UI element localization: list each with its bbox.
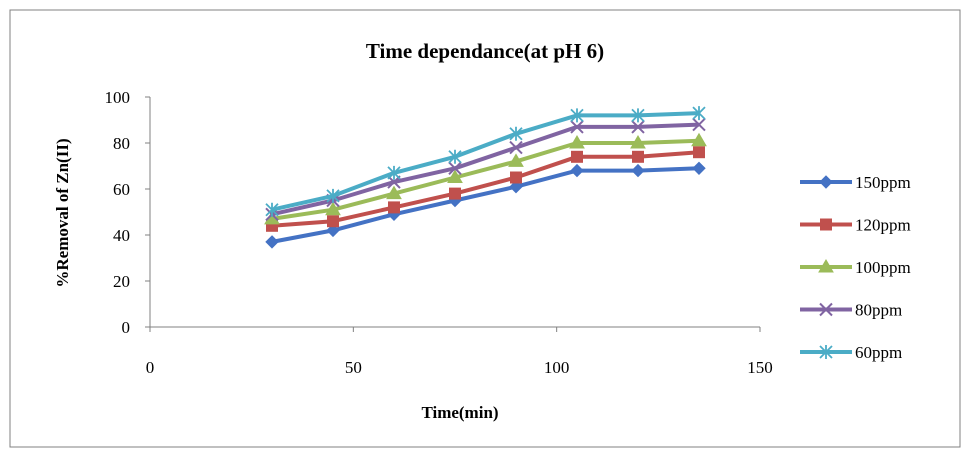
data-point — [327, 215, 339, 228]
x-tick-label: 150 — [747, 358, 773, 377]
series-60ppm — [265, 106, 706, 217]
y-tick-label: 60 — [113, 180, 130, 199]
series-layer — [264, 106, 707, 249]
legend: 150ppm 120ppm 100ppm 80ppm 60ppm — [800, 173, 911, 362]
y-tick-label: 100 — [105, 88, 131, 107]
axes: 0 20 40 60 80 100 0 50 100 150 — [105, 88, 773, 377]
data-point — [570, 108, 584, 123]
data-point — [510, 171, 522, 184]
legend-label: 100ppm — [855, 258, 911, 277]
x-tick-label: 100 — [544, 358, 570, 377]
data-point — [326, 188, 340, 203]
data-point — [387, 165, 401, 180]
legend-marker — [818, 259, 834, 273]
data-point — [265, 235, 279, 249]
legend-item: 60ppm — [800, 343, 902, 362]
data-point — [691, 132, 707, 147]
series-100ppm — [264, 132, 707, 225]
data-point — [508, 153, 524, 167]
legend-marker — [820, 218, 832, 231]
legend-marker — [819, 175, 833, 189]
y-axis-title: %Removal of Zn(II) — [53, 138, 72, 287]
data-point — [570, 163, 584, 178]
data-point — [569, 135, 585, 149]
series-120ppm — [266, 146, 705, 232]
series-line — [271, 166, 700, 244]
chart-title: Time dependance(at pH 6) — [366, 39, 604, 63]
data-point — [631, 120, 645, 134]
data-point — [632, 150, 644, 163]
data-point — [388, 201, 400, 214]
x-tick-label: 0 — [146, 358, 155, 377]
y-tick-label: 0 — [122, 318, 131, 337]
series-150ppm — [265, 161, 706, 249]
series-line — [271, 138, 700, 221]
legend-label: 120ppm — [855, 216, 911, 235]
data-point — [448, 161, 462, 176]
legend-label: 150ppm — [855, 173, 911, 192]
data-point — [509, 179, 523, 194]
series-line — [271, 122, 700, 217]
data-point — [509, 126, 523, 141]
data-point — [325, 201, 341, 216]
data-point — [692, 161, 706, 176]
legend-item: 120ppm — [800, 216, 911, 235]
y-tick-label: 20 — [113, 272, 130, 291]
data-point — [571, 150, 583, 163]
chart-border — [9, 9, 961, 448]
x-axis-title: Time(min) — [421, 403, 498, 422]
data-point — [631, 108, 645, 123]
data-point — [630, 135, 646, 149]
data-point — [386, 185, 402, 200]
data-point — [449, 187, 461, 200]
data-point — [692, 117, 706, 132]
data-point — [509, 140, 523, 155]
data-point — [448, 149, 462, 164]
data-point — [570, 120, 584, 134]
data-point — [265, 202, 279, 217]
data-point — [326, 223, 340, 238]
legend-item: 100ppm — [800, 258, 911, 277]
legend-marker — [819, 345, 833, 359]
data-point — [692, 106, 706, 121]
legend-label: 80ppm — [855, 301, 902, 320]
data-point — [693, 146, 705, 159]
data-point — [631, 163, 645, 178]
data-point — [447, 169, 463, 183]
legend-item: 80ppm — [800, 301, 902, 320]
legend-marker — [819, 302, 833, 317]
series-line — [271, 150, 700, 228]
y-tick-label: 80 — [113, 134, 130, 153]
legend-item: 150ppm — [800, 173, 911, 192]
series-line — [271, 111, 700, 212]
x-tick-label: 50 — [345, 358, 362, 377]
legend-label: 60ppm — [855, 343, 902, 362]
y-tick-label: 40 — [113, 226, 130, 245]
